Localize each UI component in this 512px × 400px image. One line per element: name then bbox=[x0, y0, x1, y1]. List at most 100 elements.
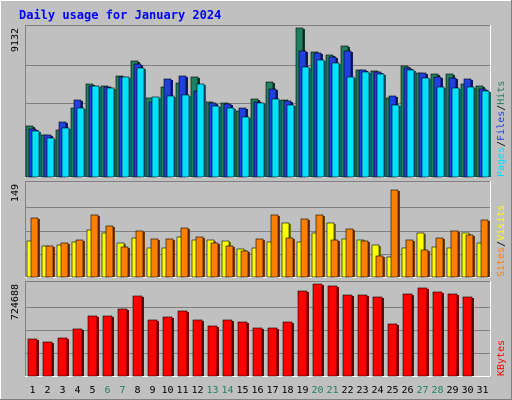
bar-pages-day-30 bbox=[466, 86, 475, 178]
bar-sites-day-3 bbox=[60, 242, 69, 278]
bar-kbytes-day-4 bbox=[72, 328, 83, 377]
day-label-20: 20 bbox=[311, 385, 323, 396]
bar-pages-day-11 bbox=[181, 94, 190, 178]
bar-pages-day-9 bbox=[151, 96, 160, 178]
bar-pages-day-27 bbox=[421, 77, 430, 178]
bar-pages-day-20 bbox=[316, 59, 325, 178]
day-label-12: 12 bbox=[191, 385, 203, 396]
bar-pages-day-16 bbox=[256, 102, 265, 178]
bar-sites-day-1 bbox=[30, 217, 39, 278]
day-label-7: 7 bbox=[119, 385, 125, 396]
bar-pages-day-22 bbox=[346, 76, 355, 178]
bar-sites-day-19 bbox=[300, 218, 309, 278]
bar-sites-day-10 bbox=[165, 238, 174, 278]
bar-pages-day-26 bbox=[406, 69, 415, 178]
day-label-26: 26 bbox=[401, 385, 413, 396]
bar-kbytes-day-10 bbox=[162, 316, 173, 377]
bar-kbytes-day-8 bbox=[132, 295, 143, 377]
day-label-25: 25 bbox=[386, 385, 398, 396]
bar-kbytes-day-26 bbox=[402, 293, 413, 377]
panel-hits-files-pages: 9132 Pages/Files/Hits bbox=[10, 25, 507, 178]
legend-files: Files bbox=[496, 111, 507, 141]
bar-kbytes-day-29 bbox=[447, 293, 458, 377]
day-label-24: 24 bbox=[371, 385, 383, 396]
day-label-2: 2 bbox=[44, 385, 50, 396]
chart-title: Daily usage for January 2024 bbox=[19, 8, 221, 22]
day-label-15: 15 bbox=[236, 385, 248, 396]
chart-panels: 9132Pages/Files/Hits149Sites/Visits72468… bbox=[10, 25, 507, 377]
legend-sep2: / bbox=[496, 105, 507, 111]
bar-sites-day-13 bbox=[210, 242, 219, 278]
day-label-21: 21 bbox=[326, 385, 338, 396]
bar-sites-day-24 bbox=[375, 255, 384, 278]
bar-sites-day-14 bbox=[225, 245, 234, 278]
bar-pages-day-28 bbox=[436, 86, 445, 178]
bar-pages-day-12 bbox=[196, 83, 205, 178]
bar-pages-day-8 bbox=[136, 67, 145, 178]
bar-sites-day-17 bbox=[270, 214, 279, 278]
y-max-label: 9132 bbox=[10, 28, 21, 52]
legend: Pages/Files/Hits bbox=[496, 81, 507, 177]
bar-kbytes-day-18 bbox=[282, 321, 293, 377]
bar-kbytes-day-16 bbox=[252, 327, 263, 377]
bar-sites-day-27 bbox=[420, 249, 429, 278]
day-label-3: 3 bbox=[59, 385, 65, 396]
day-label-30: 30 bbox=[461, 385, 473, 396]
legend-sep: / bbox=[496, 241, 507, 247]
bar-kbytes-day-23 bbox=[357, 294, 368, 377]
day-label-1: 1 bbox=[29, 385, 35, 396]
legend-sep1: / bbox=[496, 141, 507, 147]
bar-sites-day-29 bbox=[450, 230, 459, 278]
bar-sites-day-25 bbox=[390, 189, 399, 278]
bar-kbytes-day-15 bbox=[237, 321, 248, 377]
panel-kbytes: 724688 KBytes bbox=[10, 281, 507, 377]
bar-pages-day-23 bbox=[361, 71, 370, 178]
bar-sites-day-22 bbox=[345, 228, 354, 278]
bar-pages-day-14 bbox=[226, 107, 235, 178]
legend: Sites/Visits bbox=[496, 205, 507, 277]
legend: KBytes bbox=[496, 340, 507, 376]
legend-visits: Visits bbox=[496, 205, 507, 241]
bar-pages-day-10 bbox=[166, 95, 175, 178]
bar-kbytes-day-14 bbox=[222, 319, 233, 377]
bar-kbytes-day-11 bbox=[177, 310, 188, 377]
bar-pages-day-6 bbox=[106, 87, 115, 178]
bar-sites-day-2 bbox=[45, 245, 54, 278]
day-label-14: 14 bbox=[221, 385, 233, 396]
bar-pages-day-4 bbox=[76, 107, 85, 178]
bar-sites-day-11 bbox=[180, 227, 189, 278]
day-label-8: 8 bbox=[134, 385, 140, 396]
bar-pages-day-2 bbox=[46, 137, 55, 178]
bar-sites-day-8 bbox=[135, 230, 144, 278]
bar-sites-day-4 bbox=[75, 239, 84, 278]
bar-kbytes-day-30 bbox=[462, 296, 473, 377]
bar-pages-day-17 bbox=[271, 98, 280, 178]
bar-pages-day-5 bbox=[91, 85, 100, 178]
legend-sites: Sites bbox=[496, 247, 507, 277]
day-label-17: 17 bbox=[266, 385, 278, 396]
bar-pages-day-7 bbox=[121, 76, 130, 178]
bar-kbytes-day-13 bbox=[207, 325, 218, 377]
bar-kbytes-day-24 bbox=[372, 296, 383, 377]
day-label-19: 19 bbox=[296, 385, 308, 396]
day-label-6: 6 bbox=[104, 385, 110, 396]
bar-sites-day-15 bbox=[240, 250, 249, 278]
bar-sites-day-30 bbox=[465, 234, 474, 278]
bar-sites-day-23 bbox=[360, 240, 369, 278]
bar-sites-day-20 bbox=[315, 214, 324, 278]
day-label-28: 28 bbox=[431, 385, 443, 396]
bar-sites-day-26 bbox=[405, 239, 414, 278]
day-axis-labels: 1 2 3 4 5 6 7 8 9 10 11 12 13 14 15 16 17 18 19 20 21 22 23 24 2… bbox=[29, 385, 488, 396]
bar-sites-day-7 bbox=[120, 246, 129, 278]
legend-hits: Hits bbox=[496, 81, 507, 105]
bar-pages-day-24 bbox=[376, 73, 385, 178]
y-max-label: 149 bbox=[10, 184, 21, 202]
bar-pages-day-13 bbox=[211, 105, 220, 178]
bar-sites-day-16 bbox=[255, 238, 264, 278]
day-label-10: 10 bbox=[161, 385, 173, 396]
bar-kbytes-day-3 bbox=[57, 337, 68, 377]
bar-sites-day-12 bbox=[195, 236, 204, 278]
bar-sites-day-21 bbox=[330, 239, 339, 278]
bar-sites-day-28 bbox=[435, 237, 444, 278]
